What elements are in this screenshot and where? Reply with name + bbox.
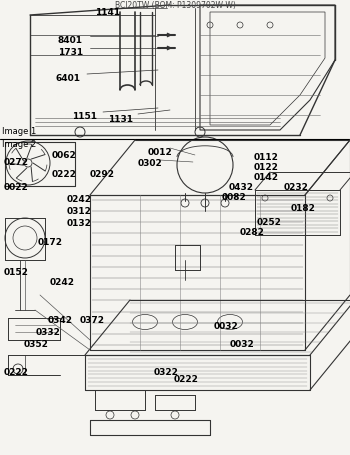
Text: 0122: 0122 xyxy=(254,163,279,172)
Text: 6401: 6401 xyxy=(55,74,80,83)
Text: 1731: 1731 xyxy=(58,48,83,57)
Text: BCI20TW (BOM: P1309702W W): BCI20TW (BOM: P1309702W W) xyxy=(114,1,236,10)
Text: 0172: 0172 xyxy=(38,238,63,247)
Text: 0222: 0222 xyxy=(4,368,29,377)
Text: 0032: 0032 xyxy=(230,340,255,349)
Text: 0292: 0292 xyxy=(90,170,115,179)
Text: 0112: 0112 xyxy=(254,153,279,162)
Text: 0252: 0252 xyxy=(257,218,282,227)
Text: 0152: 0152 xyxy=(4,268,29,277)
Text: 0032: 0032 xyxy=(214,322,239,331)
Text: 0302: 0302 xyxy=(138,159,163,168)
Text: 0232: 0232 xyxy=(284,183,309,192)
Text: 1151: 1151 xyxy=(72,112,97,121)
Text: 0182: 0182 xyxy=(291,204,316,213)
Text: 0142: 0142 xyxy=(254,173,279,182)
Text: 0372: 0372 xyxy=(80,316,105,325)
Text: 0242: 0242 xyxy=(67,195,92,204)
Text: 0322: 0322 xyxy=(154,368,179,377)
Text: 0132: 0132 xyxy=(67,219,92,228)
Text: 0352: 0352 xyxy=(24,340,49,349)
Text: 1131: 1131 xyxy=(108,115,133,124)
Text: 0272: 0272 xyxy=(4,158,29,167)
Text: 0342: 0342 xyxy=(48,316,73,325)
Text: 0062: 0062 xyxy=(52,151,77,160)
Text: 0222: 0222 xyxy=(52,170,77,179)
Text: 0332: 0332 xyxy=(36,328,61,337)
Text: 0022: 0022 xyxy=(4,183,29,192)
Text: 0432: 0432 xyxy=(229,183,254,192)
Text: 0082: 0082 xyxy=(222,193,247,202)
Text: 0222: 0222 xyxy=(174,375,199,384)
Text: 0012: 0012 xyxy=(148,148,173,157)
Text: 8401: 8401 xyxy=(58,36,83,45)
Text: 1141: 1141 xyxy=(95,8,120,17)
Text: 0312: 0312 xyxy=(67,207,92,216)
Text: 0282: 0282 xyxy=(240,228,265,237)
Text: 0242: 0242 xyxy=(50,278,75,287)
Text: Image 2: Image 2 xyxy=(2,140,36,149)
Text: Image 1: Image 1 xyxy=(2,127,36,136)
